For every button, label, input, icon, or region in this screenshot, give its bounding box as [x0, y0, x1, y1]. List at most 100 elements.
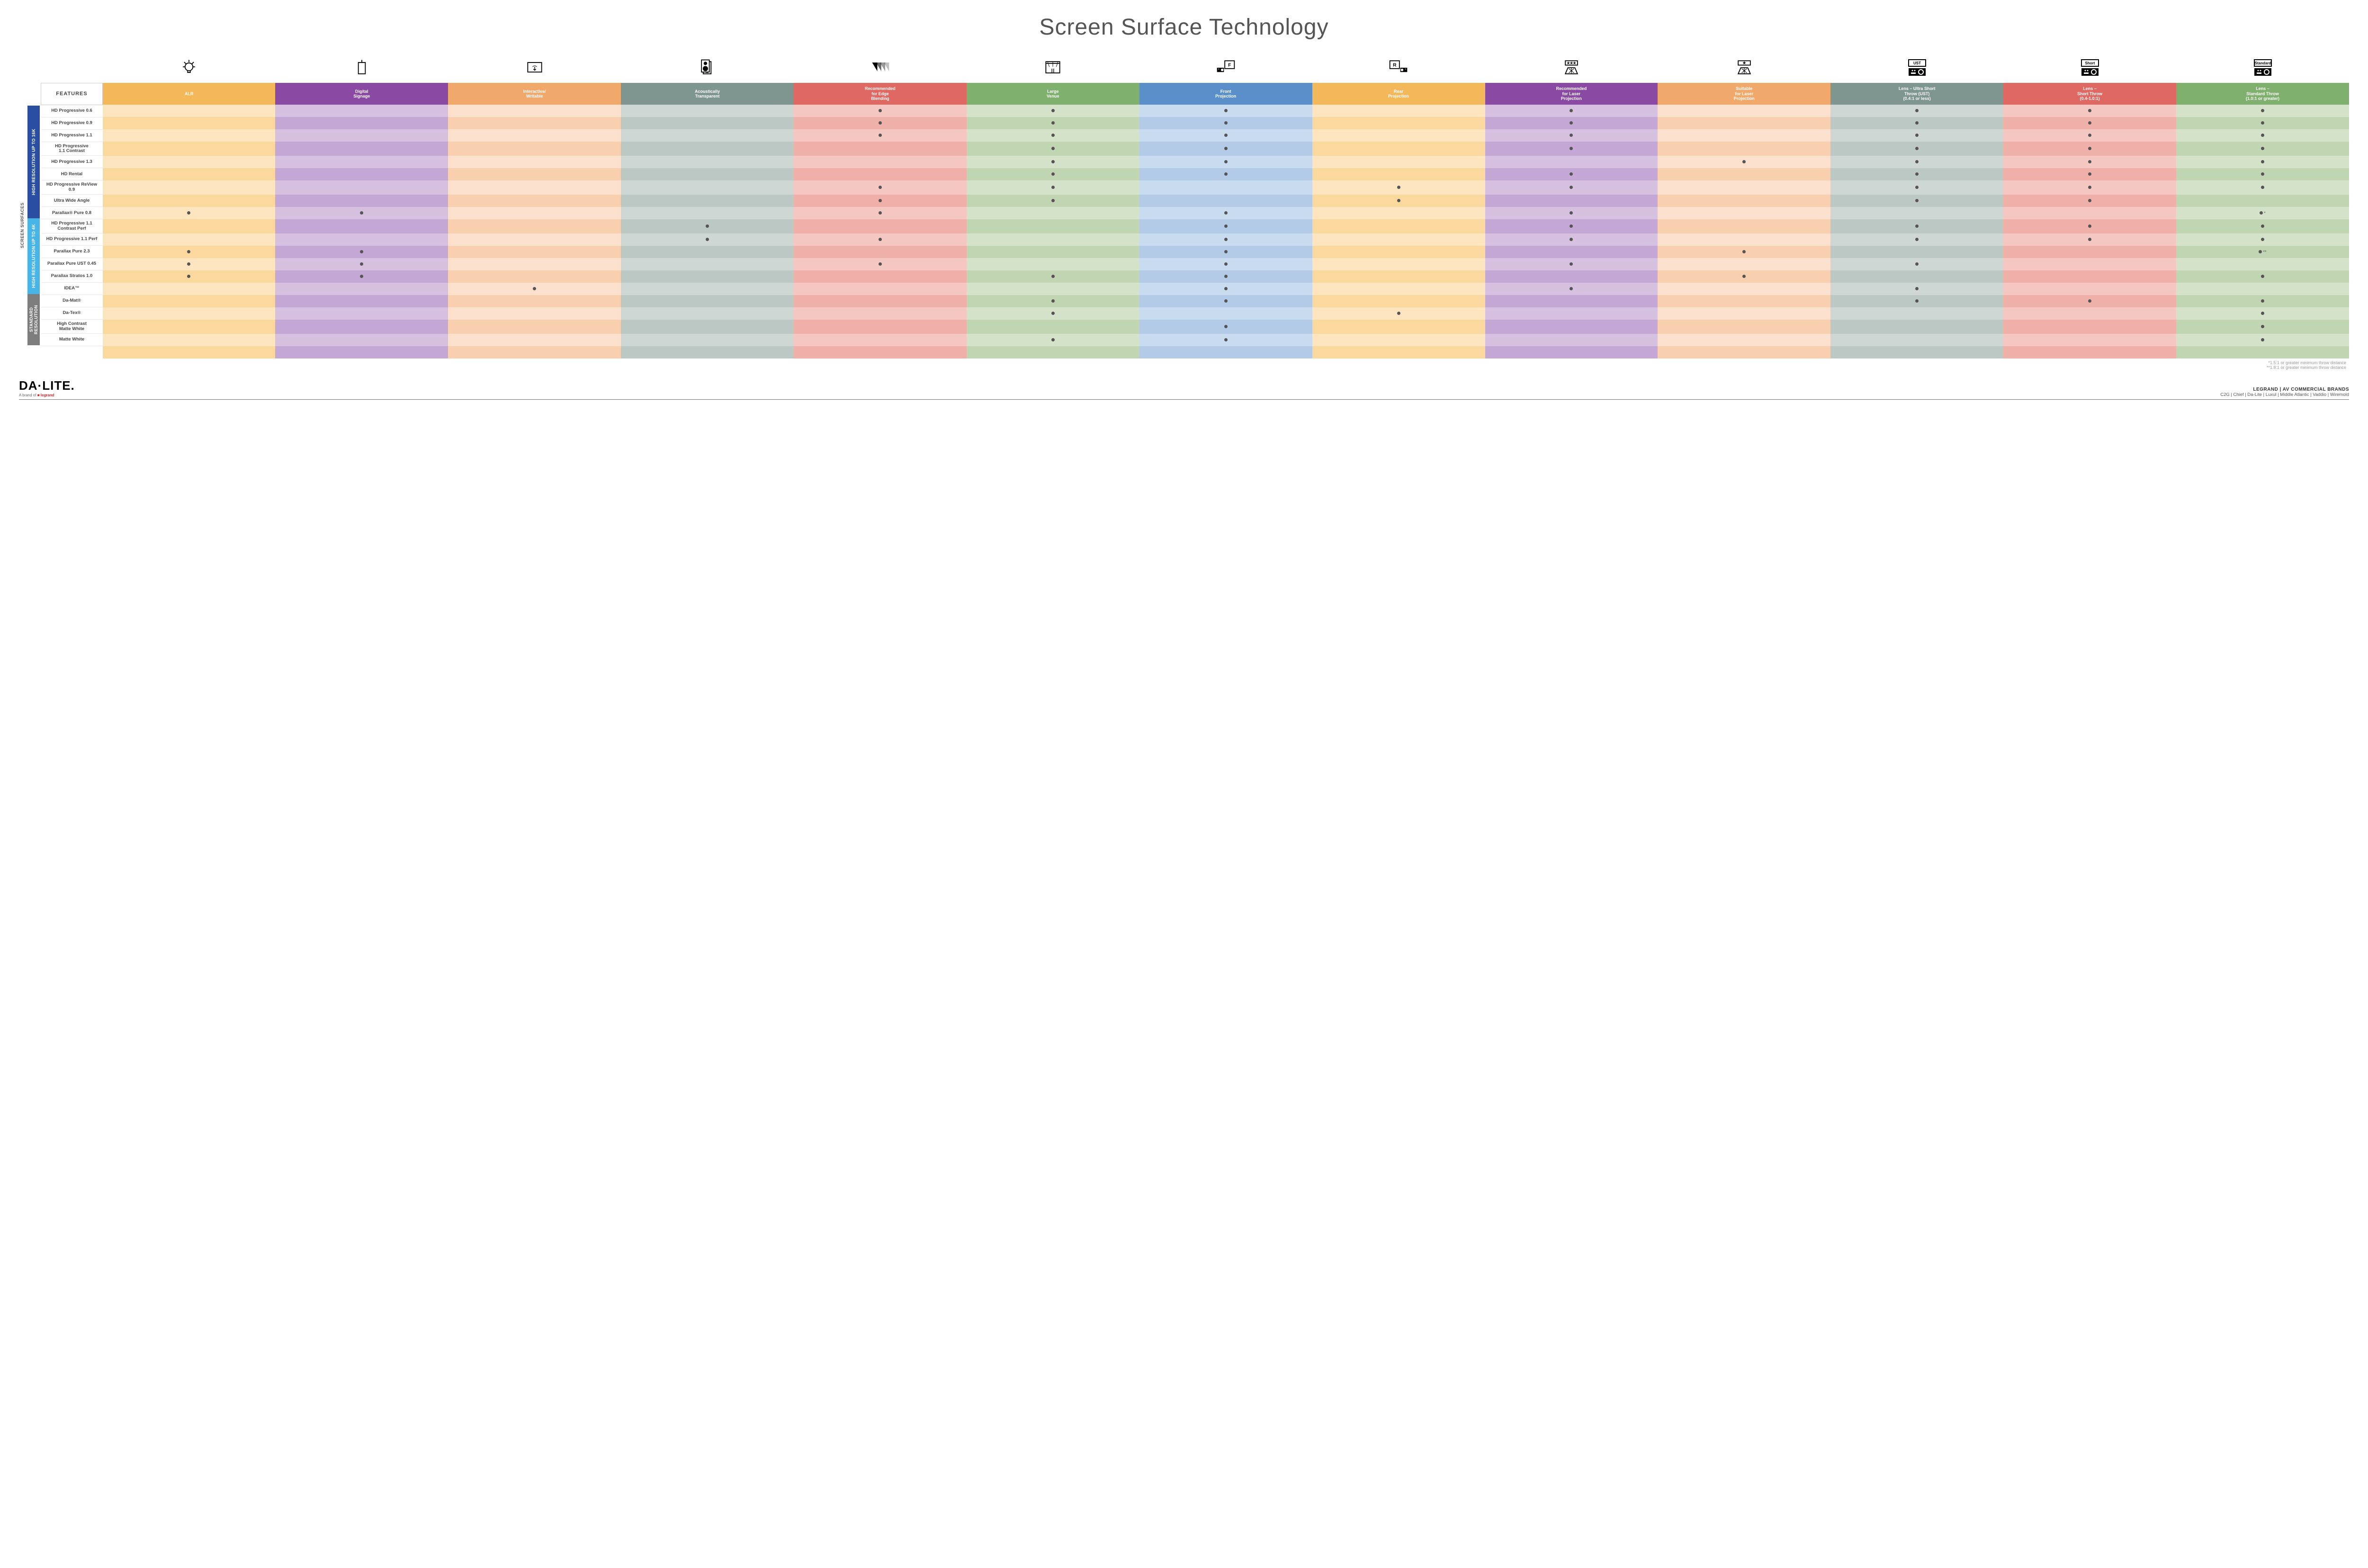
- acoustic-icon: [621, 54, 794, 83]
- cell: [1312, 129, 1485, 142]
- cell: [1312, 117, 1485, 129]
- cell: [1830, 307, 2003, 320]
- cell: [2176, 117, 2349, 129]
- cell: [2003, 258, 2176, 270]
- cell: [103, 246, 276, 258]
- cell: [1139, 207, 1312, 219]
- cell: [1485, 258, 1658, 270]
- col-header-interactive: Interactive/Writable: [448, 83, 621, 105]
- cell: [1830, 207, 2003, 219]
- cell: [1485, 283, 1658, 295]
- cell: [967, 246, 1139, 258]
- cell: [1658, 117, 1830, 129]
- cell: [967, 117, 1139, 129]
- cell: [448, 270, 621, 283]
- cell: [1658, 168, 1830, 180]
- rear-icon: R: [1312, 54, 1485, 83]
- cell: [621, 168, 794, 180]
- cell: [1485, 117, 1658, 129]
- cell: [621, 307, 794, 320]
- page-title: Screen Surface Technology: [19, 14, 2349, 40]
- cell: [1485, 168, 1658, 180]
- cell: [1485, 142, 1658, 156]
- cell: [103, 334, 276, 346]
- cell: [621, 295, 794, 307]
- cell: [2003, 117, 2176, 129]
- cell: [2176, 295, 2349, 307]
- cell: [794, 283, 967, 295]
- cell: [275, 219, 448, 233]
- cell: [2176, 105, 2349, 117]
- row-label: Da-Tex®: [41, 307, 103, 320]
- col-header-acoustic: AcousticallyTransparent: [621, 83, 794, 105]
- brand-list: LEGRAND | AV COMMERCIAL BRANDS C2G | Chi…: [2220, 387, 2349, 397]
- cell: [2176, 258, 2349, 270]
- cell: [1830, 156, 2003, 168]
- row-label: High ContrastMatte White: [41, 320, 103, 334]
- cell: [103, 117, 276, 129]
- cell: [1139, 258, 1312, 270]
- cell: [1658, 233, 1830, 246]
- cell: [794, 233, 967, 246]
- cell: [448, 320, 621, 334]
- short-icon: Short: [2003, 54, 2176, 83]
- cell: [275, 142, 448, 156]
- cell: [1658, 105, 1830, 117]
- cell: [103, 219, 276, 233]
- row-label: HD Progressive1.1 Contrast: [41, 142, 103, 156]
- footnotes: *1.5:1 or greater minimum throw distance…: [41, 358, 2349, 370]
- cell: [621, 283, 794, 295]
- cell: [2176, 283, 2349, 295]
- row-label: Parallax Stratos 1.0: [41, 270, 103, 283]
- cell: [1830, 168, 2003, 180]
- col-header-alr: ALR: [103, 83, 276, 105]
- cell: [448, 258, 621, 270]
- cell: **: [2176, 246, 2349, 258]
- cell: [621, 258, 794, 270]
- alr-icon: [103, 54, 276, 83]
- col-header-std: Lens –Standard Throw(1.0:1 or greater): [2176, 83, 2349, 105]
- cell: [1830, 320, 2003, 334]
- cell: [448, 307, 621, 320]
- cell: [621, 180, 794, 195]
- cell: [1658, 195, 1830, 207]
- reclaser-icon: ★★★: [1485, 54, 1658, 83]
- cell: [1312, 105, 1485, 117]
- col-header-reclaser: Recommendedfor LaserProjection: [1485, 83, 1658, 105]
- cell: [2003, 207, 2176, 219]
- cell: [2003, 283, 2176, 295]
- cell: [2003, 219, 2176, 233]
- col-header-edge: Recommendedfor EdgeBlending: [794, 83, 967, 105]
- svg-text:★: ★: [1742, 61, 1746, 65]
- cell: [2176, 156, 2349, 168]
- cell: [1830, 295, 2003, 307]
- cell: [1658, 246, 1830, 258]
- cell: [1139, 219, 1312, 233]
- cell: [275, 156, 448, 168]
- cell: [794, 270, 967, 283]
- cell: [1312, 219, 1485, 233]
- signage-icon: [275, 54, 448, 83]
- cell: [794, 142, 967, 156]
- cell: [1658, 334, 1830, 346]
- cell: [621, 195, 794, 207]
- cell: [794, 168, 967, 180]
- cell: [103, 129, 276, 142]
- cell: [103, 295, 276, 307]
- cell: [1139, 320, 1312, 334]
- cell: [1139, 105, 1312, 117]
- col-header-front: FrontProjection: [1139, 83, 1312, 105]
- row-label: HD Progressive 1.1Contrast Perf: [41, 219, 103, 233]
- cell: [1485, 129, 1658, 142]
- venue-icon: [967, 54, 1139, 83]
- cell: [1830, 180, 2003, 195]
- cell: [2176, 195, 2349, 207]
- cell: [1830, 258, 2003, 270]
- cell: [967, 307, 1139, 320]
- svg-text:F: F: [1228, 63, 1231, 68]
- cell: [621, 270, 794, 283]
- cell: [1830, 270, 2003, 283]
- cell: [621, 334, 794, 346]
- cell: [2003, 195, 2176, 207]
- cell: [621, 129, 794, 142]
